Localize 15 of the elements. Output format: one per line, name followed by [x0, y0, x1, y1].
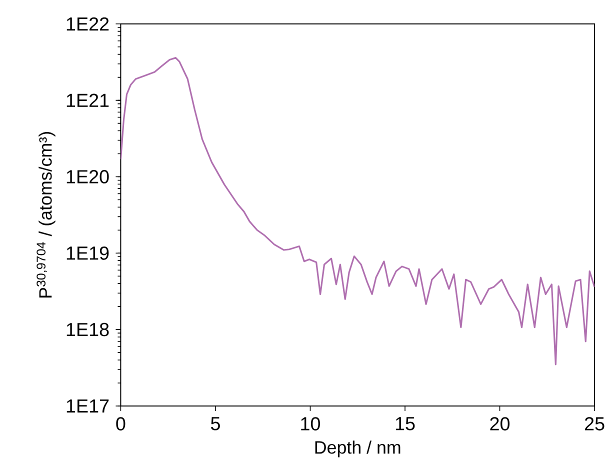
x-tick-label: 15 [396, 417, 415, 430]
y-tick-label: 1E19 [66, 246, 109, 260]
y-tick-label: 1E17 [66, 400, 109, 413]
x-tick-label: 25 [584, 417, 604, 431]
y-tick-label: 1E20 [66, 170, 109, 184]
y-tick-label: 1E18 [66, 322, 109, 336]
x-tick-label: 0 [116, 417, 126, 431]
x-tick-label: 5 [210, 417, 220, 430]
x-tick-label: 20 [490, 417, 510, 431]
x-axis-title: Depth / nm [315, 440, 400, 458]
y-axis-title: P$^{30,9704}$ / (atoms/cm³) [36, 132, 56, 298]
line-series [120, 57, 595, 366]
x-tick-label: 10 [301, 417, 320, 431]
y-tick-label: 1E22 [66, 17, 109, 31]
y-tick-label: 1E21 [66, 94, 109, 108]
